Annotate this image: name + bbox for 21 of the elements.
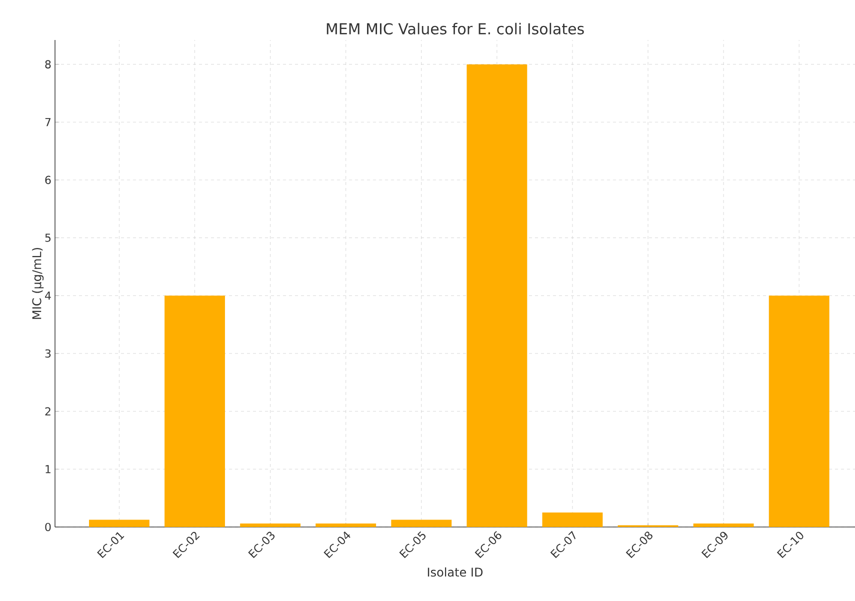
- bar: [391, 520, 452, 527]
- bar: [542, 512, 603, 527]
- bar: [466, 64, 528, 527]
- y-tick-label: 7: [45, 118, 51, 126]
- bar: [240, 524, 301, 527]
- y-axis-title: MIC (µg/mL): [32, 248, 44, 319]
- y-tick-label: 6: [45, 176, 51, 184]
- y-tick-label: 2: [45, 407, 50, 416]
- y-tick-label: 4: [45, 292, 51, 300]
- bar: [164, 296, 225, 527]
- chart-title: MEM MIC Values for E. coli Isolates: [326, 22, 584, 34]
- y-tick-label: 8: [45, 60, 51, 68]
- bar: [693, 524, 754, 527]
- bar: [89, 520, 150, 527]
- y-tick-label: 5: [45, 234, 51, 242]
- y-tick-label: 0: [45, 522, 51, 532]
- bar: [316, 524, 376, 527]
- y-tick-label: 3: [45, 349, 51, 358]
- bar: [768, 296, 830, 527]
- x-axis-title: Isolate ID: [428, 567, 483, 577]
- y-tick-label: 1: [46, 465, 50, 474]
